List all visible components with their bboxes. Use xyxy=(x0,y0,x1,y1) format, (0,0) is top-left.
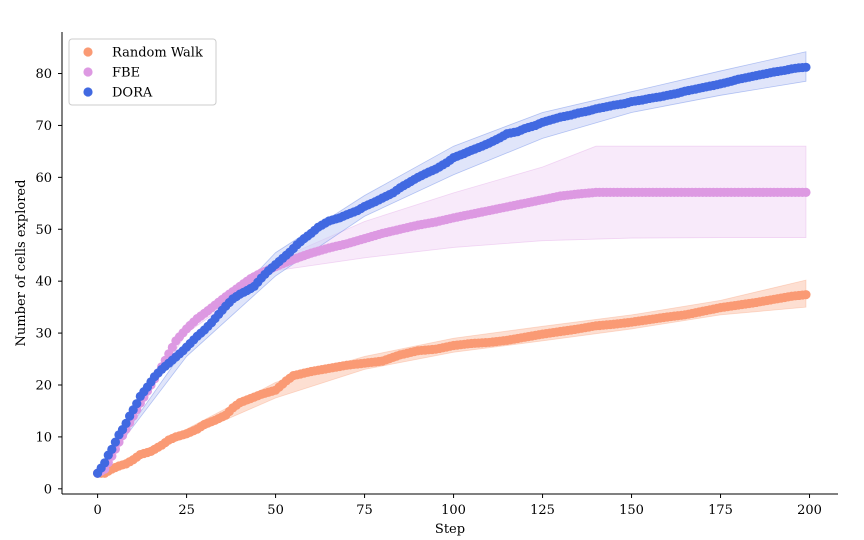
legend: Random Walk FBE DORA xyxy=(68,38,217,106)
x-tick-label: 75 xyxy=(356,503,373,518)
x-tick-label: 0 xyxy=(93,503,101,518)
x-tick-label: 150 xyxy=(619,503,644,518)
point-2-4 xyxy=(107,444,117,454)
data-points xyxy=(92,62,811,478)
point-2-5 xyxy=(110,437,120,447)
y-tick-label: 10 xyxy=(35,430,52,445)
axes xyxy=(61,32,838,495)
y-axis-label: Number of cells explored xyxy=(14,180,29,347)
point-1-199 xyxy=(801,187,811,198)
y-tick-label: 30 xyxy=(35,327,52,342)
x-tick-label: 25 xyxy=(178,503,195,518)
y-tick-label: 0 xyxy=(44,482,52,497)
point-2-11 xyxy=(132,399,142,409)
legend-label-1: FBE xyxy=(112,66,140,81)
legend-marker-0 xyxy=(83,47,93,57)
band-2 xyxy=(97,51,807,474)
confidence-bands xyxy=(97,51,807,474)
point-2-2 xyxy=(100,458,110,468)
x-ticks: 0 25 50 75 100 125 150 175 200 xyxy=(93,494,822,518)
y-tick-label: 60 xyxy=(35,171,52,186)
point-2-199 xyxy=(801,62,811,72)
y-tick-label: 20 xyxy=(35,378,52,393)
x-axis-label: Step xyxy=(435,522,465,537)
y-tick-label: 80 xyxy=(35,67,52,82)
point-2-8 xyxy=(121,418,131,429)
x-tick-label: 125 xyxy=(530,503,555,518)
x-tick-label: 50 xyxy=(267,503,284,518)
band-1 xyxy=(97,145,807,474)
point-0-199 xyxy=(801,290,811,300)
y-tick-label: 40 xyxy=(35,275,52,290)
legend-box xyxy=(68,38,217,106)
legend-marker-1 xyxy=(83,67,93,77)
x-tick-label: 200 xyxy=(797,503,822,518)
y-ticks: 0 10 20 30 40 50 60 70 80 xyxy=(35,67,62,497)
y-tick-label: 70 xyxy=(35,119,52,134)
legend-marker-2 xyxy=(83,87,93,97)
x-tick-label: 175 xyxy=(708,503,733,518)
legend-label-0: Random Walk xyxy=(112,46,203,61)
y-tick-label: 50 xyxy=(35,223,52,238)
legend-label-2: DORA xyxy=(112,86,153,101)
x-tick-label: 100 xyxy=(441,503,466,518)
